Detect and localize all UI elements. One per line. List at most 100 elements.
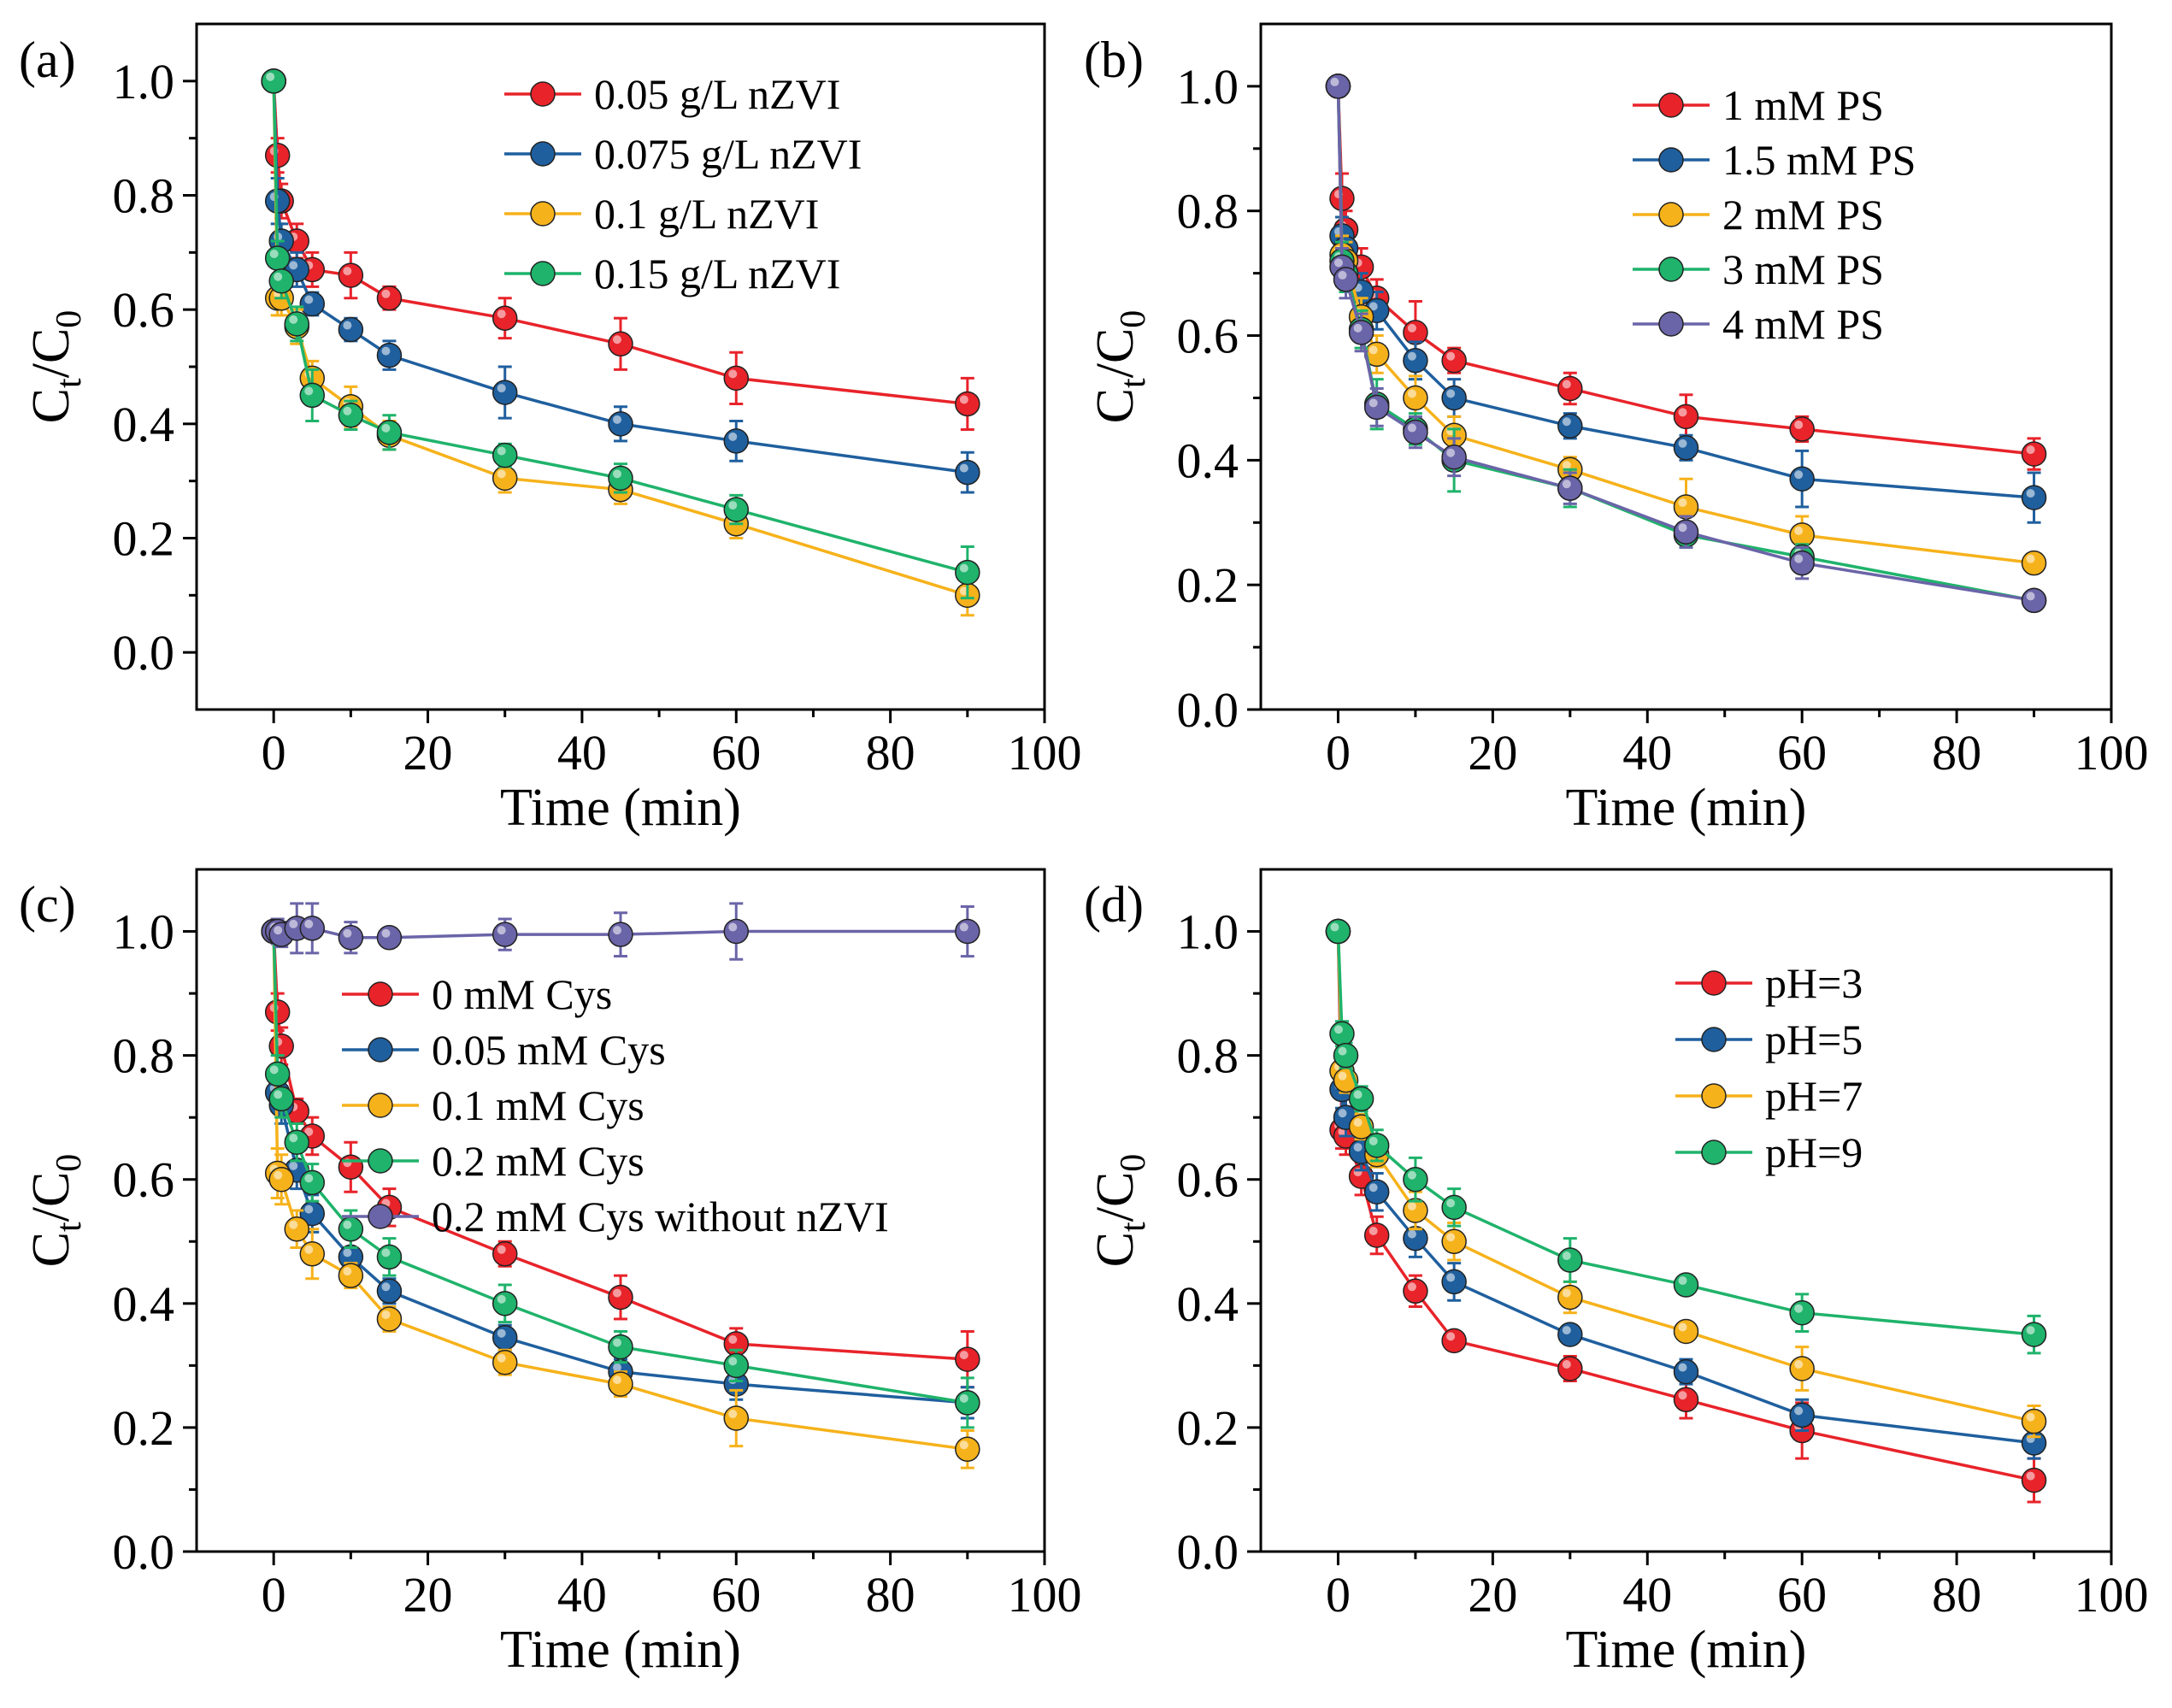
- x-tick-label: 40: [1622, 725, 1672, 780]
- data-point-highlight: [613, 415, 621, 424]
- data-point-highlight: [1794, 1406, 1804, 1416]
- data-point-highlight: [1407, 1202, 1416, 1210]
- data-point-highlight: [613, 1375, 621, 1385]
- data-point: [1325, 918, 1351, 945]
- y-tick-label: 0.8: [1177, 184, 1239, 239]
- data-point: [1673, 1272, 1699, 1298]
- y-tick-label: 0.2: [1177, 1400, 1239, 1456]
- data-point-highlight: [304, 1127, 314, 1136]
- data-point: [491, 1349, 518, 1375]
- data-point-highlight: [728, 501, 738, 510]
- data-point-highlight: [613, 926, 621, 935]
- series-0-2-mm-cys-without-nzvi: [261, 902, 980, 961]
- data-point: [608, 1334, 633, 1360]
- data-point-highlight: [1794, 1304, 1804, 1313]
- legend-marker: [368, 1204, 393, 1229]
- data-point-highlight: [343, 1267, 352, 1276]
- data-point: [299, 291, 326, 317]
- y-tick-label: 0.0: [1177, 1524, 1239, 1580]
- data-point: [1557, 413, 1583, 439]
- data-point: [2021, 1467, 2047, 1493]
- data-point: [1557, 1356, 1583, 1381]
- plot-frame: [1259, 22, 2113, 711]
- x-tick-label: 80: [866, 725, 915, 780]
- data-point: [955, 559, 980, 586]
- x-tick-label: 20: [1468, 1567, 1517, 1623]
- data-point-highlight: [1333, 258, 1343, 268]
- data-point: [2021, 1322, 2047, 1347]
- data-point: [376, 1244, 403, 1270]
- y-tick-label: 1.0: [1177, 59, 1239, 115]
- y-tick-label: 1.0: [1177, 904, 1239, 960]
- legend-marker: [1701, 970, 1727, 996]
- data-point-highlight: [1446, 1273, 1456, 1282]
- data-point: [955, 918, 980, 945]
- series-0-mm-cys: [261, 918, 980, 1389]
- y-axis-title-sub: t: [50, 1222, 89, 1232]
- data-point-highlight: [1562, 480, 1571, 489]
- data-point: [955, 391, 980, 417]
- y-tick-label: 0.4: [1177, 433, 1239, 488]
- data-point-highlight: [2026, 445, 2035, 455]
- y-axis-title-main: C: [1086, 388, 1145, 423]
- y-axis-title-main: C: [1086, 1232, 1145, 1267]
- data-point-highlight: [381, 1248, 391, 1257]
- y-tick-label: 0.8: [113, 1028, 175, 1084]
- data-point-highlight: [1678, 523, 1687, 533]
- legend-marker: [530, 141, 556, 167]
- y-tick-label: 0.6: [113, 1152, 175, 1208]
- data-point-highlight: [1369, 302, 1378, 311]
- y-tick-label: 1.0: [113, 54, 175, 109]
- x-tick-label: 60: [1777, 725, 1827, 780]
- legend-marker: [530, 201, 556, 227]
- data-point-highlight: [381, 928, 391, 938]
- series-0-15-g-l-nzvi: [261, 68, 980, 600]
- data-point-highlight: [274, 926, 283, 935]
- data-point: [491, 380, 518, 405]
- data-point-highlight: [1353, 1143, 1363, 1152]
- data-point: [1557, 1322, 1583, 1347]
- legend-marker: [530, 81, 556, 107]
- x-tick-label: 60: [1777, 1567, 1827, 1623]
- data-point: [1789, 1299, 1815, 1326]
- legend-item: 0.2 mM Cys without nZVI: [342, 1193, 889, 1240]
- y-tick-label: 0.2: [1177, 557, 1239, 613]
- data-point-highlight: [1678, 1363, 1687, 1372]
- legend-item: 4 mM PS: [1633, 300, 1884, 348]
- series-4-mm-ps: [1325, 74, 2047, 614]
- data-point-highlight: [1794, 1359, 1804, 1369]
- data-point: [1673, 435, 1699, 461]
- data-point: [1333, 1042, 1359, 1069]
- data-point: [491, 1291, 518, 1316]
- data-point: [608, 1284, 633, 1310]
- data-point: [268, 1166, 294, 1193]
- data-point-highlight: [959, 395, 968, 404]
- legend-item: 3 mM PS: [1633, 245, 1884, 293]
- data-point: [1673, 1318, 1699, 1345]
- panel-label: (b): [1084, 32, 1144, 88]
- data-point-highlight: [1333, 1025, 1343, 1034]
- y-tick-label: 1.0: [113, 904, 175, 960]
- data-point: [376, 925, 403, 951]
- data-point-highlight: [497, 1294, 506, 1304]
- plot-frame: [195, 868, 1046, 1553]
- data-point: [491, 1324, 518, 1351]
- data-point-highlight: [1446, 1233, 1456, 1242]
- data-point: [955, 459, 980, 486]
- legend-item: pH=3: [1675, 959, 1863, 1007]
- data-point: [1673, 1387, 1699, 1413]
- legend-label: 0.2 mM Cys: [432, 1137, 645, 1185]
- data-point: [1403, 1278, 1428, 1305]
- data-point: [299, 1241, 326, 1267]
- data-point-highlight: [497, 1245, 506, 1254]
- data-point: [2021, 550, 2047, 576]
- x-tick-label: 60: [711, 725, 761, 780]
- data-point-highlight: [304, 1245, 314, 1254]
- data-point-highlight: [343, 406, 352, 415]
- data-point-highlight: [497, 1328, 506, 1338]
- y-axis-title-slash: /C: [1086, 328, 1145, 379]
- y-tick-label: 0.0: [113, 1524, 175, 1580]
- data-point-highlight: [959, 922, 968, 932]
- x-tick-label: 0: [1326, 725, 1351, 780]
